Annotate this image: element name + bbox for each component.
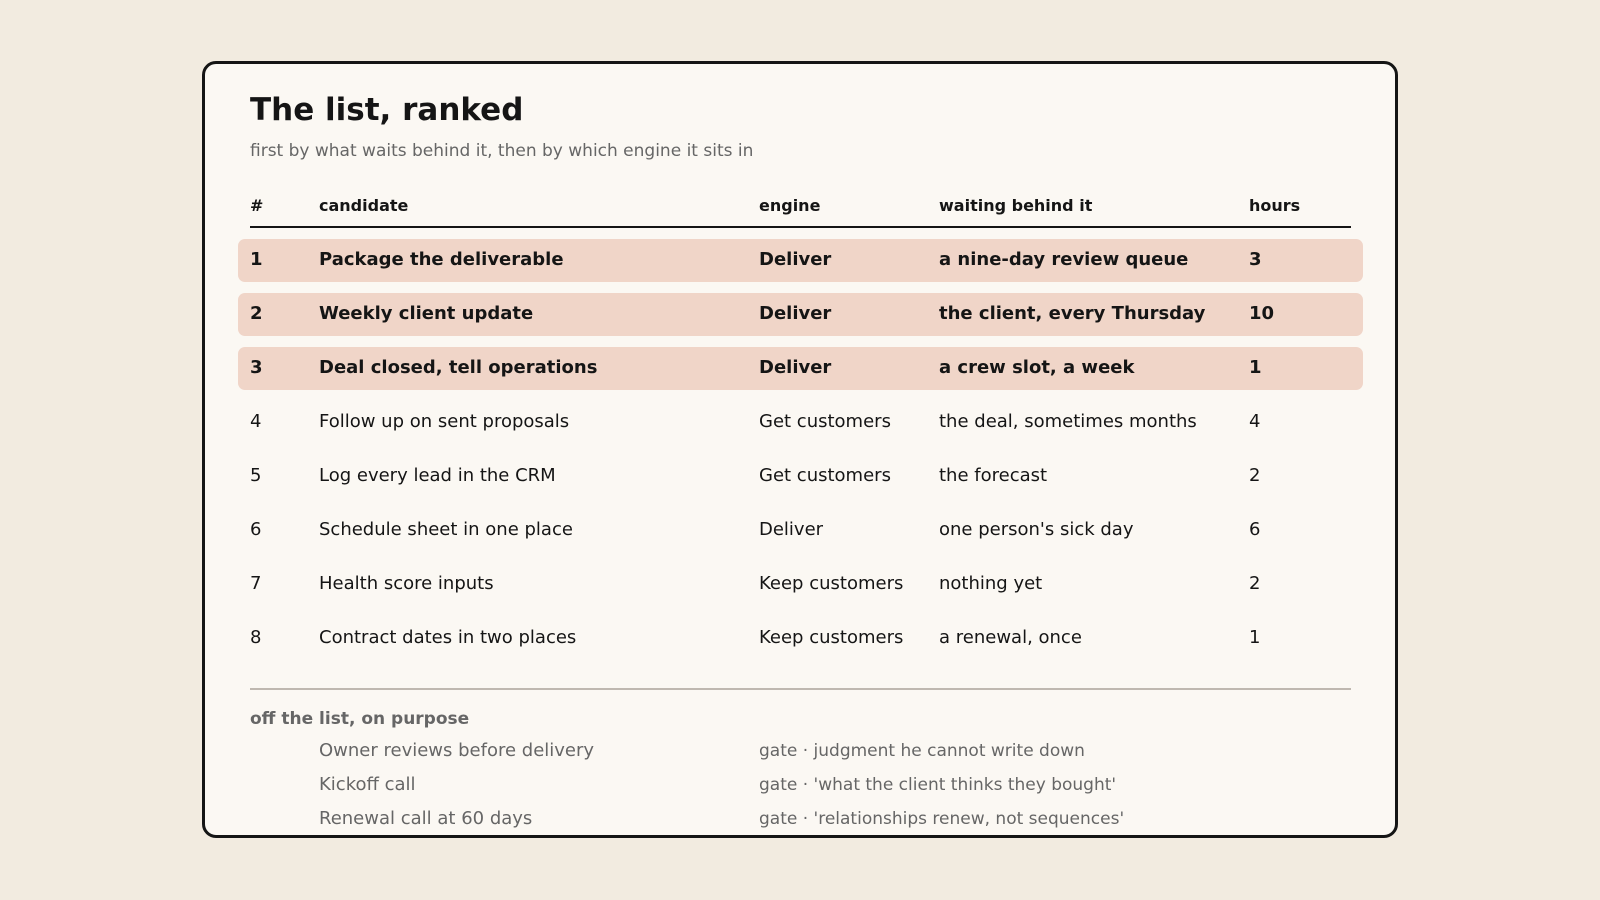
hours-cell: 10 [1249,303,1275,324]
waiting-cell: the forecast [939,465,1048,486]
rank-cell: 7 [250,573,262,594]
table-row: 6 Schedule sheet in one place Deliver one p… [238,509,1363,552]
hours-cell: 1 [1249,357,1262,378]
candidate-cell: Package the deliverable [319,249,564,270]
engine-cell: Keep customers [759,627,904,648]
engine-cell: Get customers [759,465,891,486]
page-title: The list, ranked [250,92,524,128]
table-header: # candidate engine waiting behind it hou… [205,64,1395,215]
rank-cell: 2 [250,303,263,324]
hours-cell: 3 [1249,249,1262,270]
column-header-hours: hours [1249,196,1301,215]
column-header-waiting: waiting behind it [939,196,1093,215]
table-row: 4 Follow up on sent proposals Get customer… [238,401,1363,444]
column-header-rank: # [250,196,264,215]
rank-cell: 8 [250,627,262,648]
rank-cell: 1 [250,249,263,270]
footer-divider [250,688,1351,690]
engine-cell: Deliver [759,249,832,270]
off-list-reason: gate · 'relationships renew, not sequenc… [759,809,1125,829]
off-list-item: Owner reviews before delivery [319,740,595,761]
off-list-heading: off the list, on purpose [250,709,470,729]
candidate-cell: Weekly client update [319,303,534,324]
waiting-cell: a renewal, once [939,627,1082,648]
header-divider [250,226,1351,228]
waiting-cell: a nine-day review queue [939,249,1189,270]
table-row: 7 Health score inputs Keep customers nothin… [238,563,1363,606]
waiting-cell: one person's sick day [939,519,1134,540]
candidate-cell: Follow up on sent proposals [319,411,570,432]
candidate-cell: Health score inputs [319,573,494,594]
candidate-cell: Contract dates in two places [319,627,577,648]
table-row: 5 Log every lead in the CRM Get customers t… [238,455,1363,498]
hours-cell: 1 [1249,627,1261,648]
page-subtitle: first by what waits behind it, then by w… [250,141,754,161]
engine-cell: Get customers [759,411,891,432]
candidate-cell: Deal closed, tell operations [319,357,598,378]
hours-cell: 2 [1249,465,1261,486]
rank-cell: 3 [250,357,263,378]
rank-cell: 5 [250,465,262,486]
candidate-cell: Schedule sheet in one place [319,519,573,540]
waiting-cell: a crew slot, a week [939,357,1135,378]
off-list-reason: gate · judgment he cannot write down [759,741,1085,761]
ranked-list-card: The list, ranked first by what waits beh… [202,61,1398,838]
candidate-cell: Log every lead in the CRM [319,465,556,486]
column-header-candidate: candidate [319,196,409,215]
off-list-item: Renewal call at 60 days [319,808,533,829]
waiting-cell: the deal, sometimes months [939,411,1197,432]
engine-cell: Deliver [759,519,824,540]
column-header-engine: engine [759,196,821,215]
engine-cell: Deliver [759,303,832,324]
waiting-cell: the client, every Thursday [939,303,1206,324]
table-row: 1 Package the deliverable Deliver a nine-da… [238,239,1363,282]
table-row: 2 Weekly client update Deliver the client, … [238,293,1363,336]
rank-cell: 6 [250,519,262,540]
hours-cell: 4 [1249,411,1261,432]
engine-cell: Keep customers [759,573,904,594]
engine-cell: Deliver [759,357,832,378]
table-row: 3 Deal closed, tell operations Deliver a cr… [238,347,1363,390]
waiting-cell: nothing yet [939,573,1043,594]
rank-cell: 4 [250,411,262,432]
hours-cell: 2 [1249,573,1261,594]
off-list-item: Kickoff call [319,774,416,795]
hours-cell: 6 [1249,519,1261,540]
off-list-reason: gate · 'what the client thinks they boug… [759,775,1117,795]
table-row: 8 Contract dates in two places Keep custom… [238,617,1363,660]
